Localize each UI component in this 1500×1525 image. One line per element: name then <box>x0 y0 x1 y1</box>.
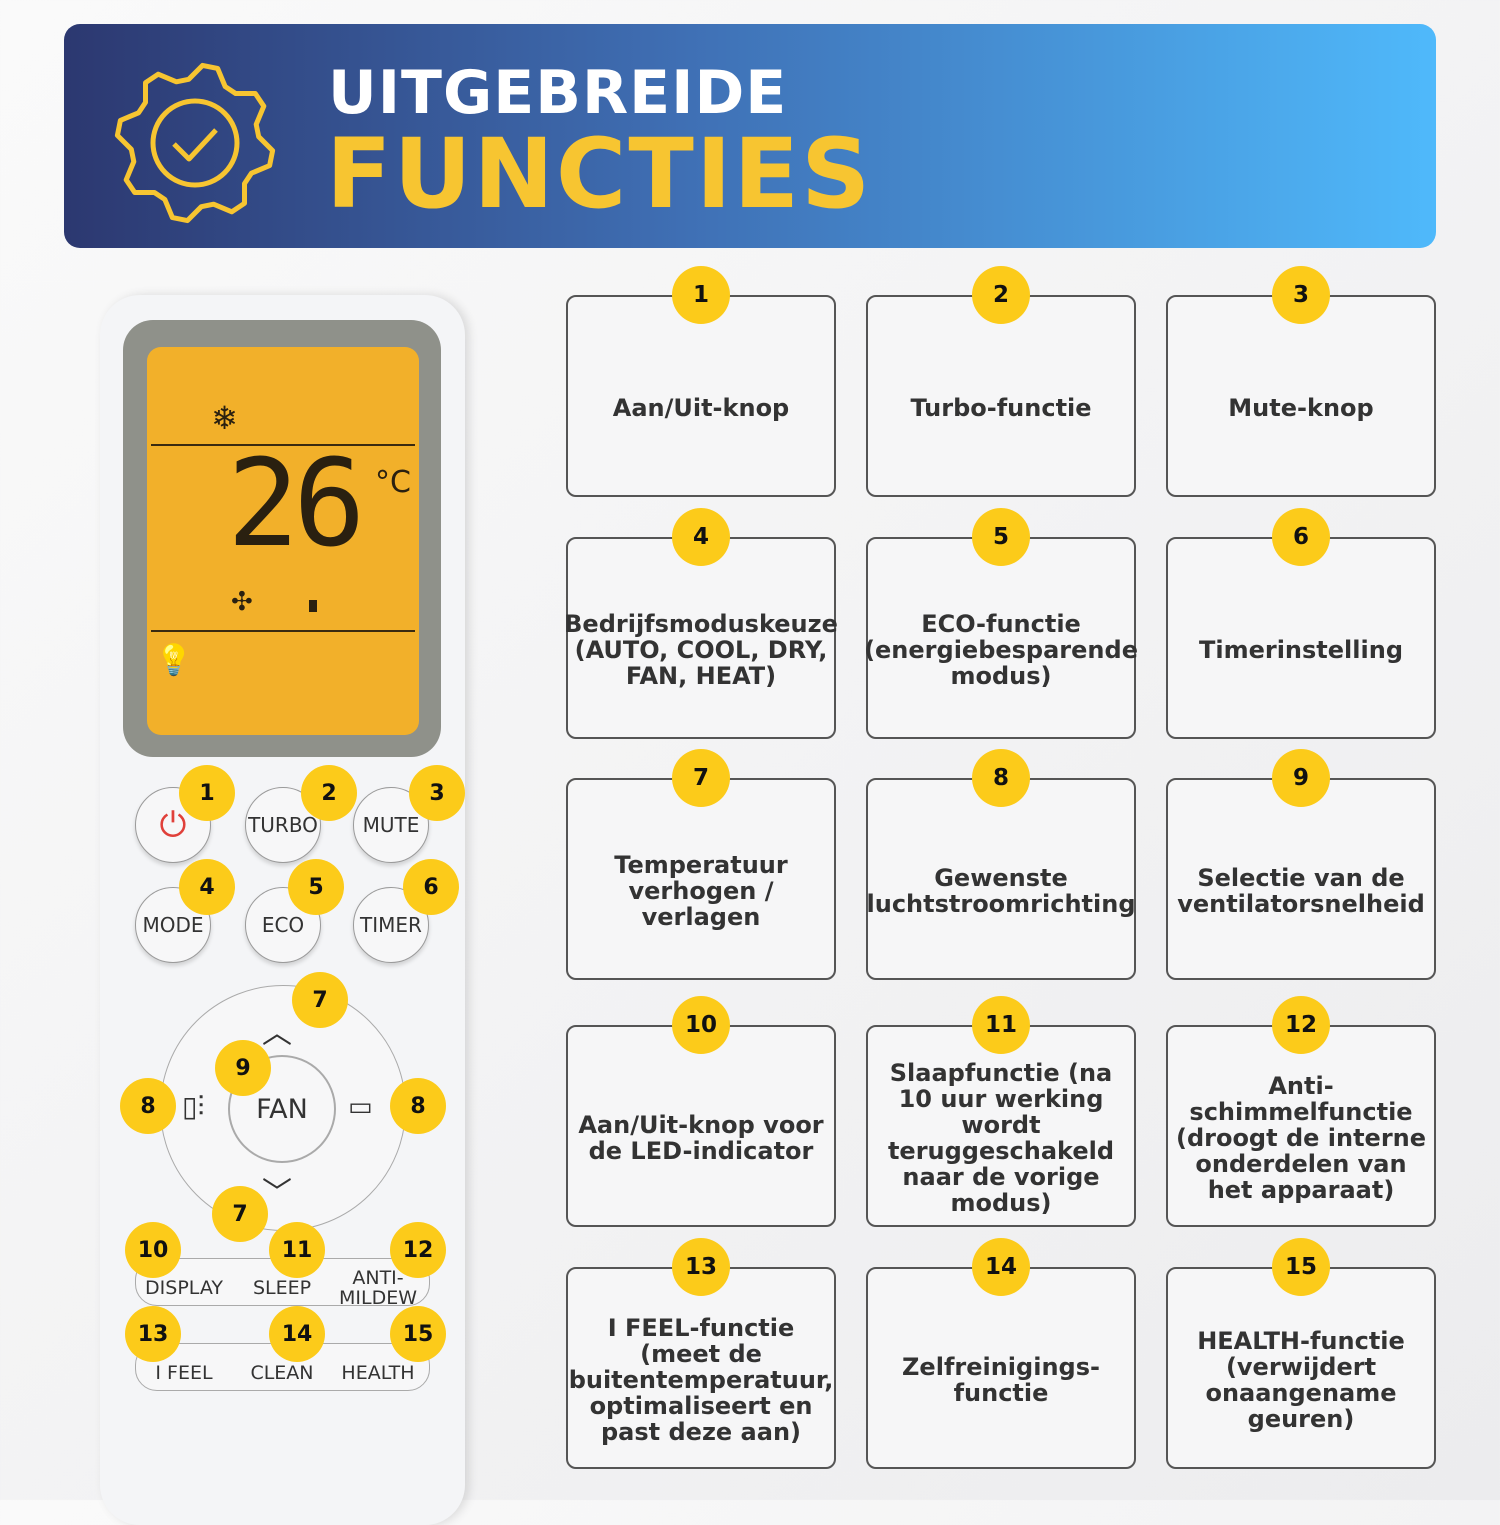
swing-horizontal-icon[interactable]: ▭ <box>348 1092 373 1122</box>
feature-label: Anti-schimmelfunctie (droogt de interne … <box>1175 1072 1427 1204</box>
feature-card: Anti-schimmelfunctie (droogt de interne … <box>1166 1025 1436 1227</box>
feature-label: Slaapfunctie (na 10 uur werking wordt te… <box>887 1059 1115 1217</box>
feature-card: Selectie van de ventilatorsnelheid <box>1166 778 1436 980</box>
fan-speed-bar <box>309 600 317 612</box>
lcd-divider <box>151 444 415 446</box>
feature-label: Mute-knop <box>1228 394 1374 422</box>
swing-vertical-icon[interactable]: ▯⫶ <box>182 1090 205 1123</box>
remote-number-badge: 11 <box>269 1222 325 1278</box>
power-icon: ⏻ <box>159 805 187 845</box>
feature-number-badge: 13 <box>672 1238 730 1296</box>
remote-number-badge: 6 <box>403 859 459 915</box>
feature-card: Timerinstelling <box>1166 537 1436 739</box>
lcd-divider <box>151 630 415 632</box>
temperature-readout: 26 <box>227 435 365 574</box>
feature-number-badge: 7 <box>672 749 730 807</box>
remote-number-badge: 3 <box>409 765 465 821</box>
title-line-1: UITGEBREIDE <box>328 58 788 128</box>
temp-down-button[interactable]: ﹀ <box>262 1176 292 1211</box>
feature-number-badge: 5 <box>972 508 1030 566</box>
feature-card: Turbo-functie <box>866 295 1136 497</box>
mute-button[interactable]: MUTE <box>353 787 429 863</box>
remote-number-badge: 1 <box>179 765 235 821</box>
feature-card: Bedrijfsmoduskeuze (AUTO, COOL, DRY, FAN… <box>564 537 838 739</box>
remote-number-badge: 4 <box>179 859 235 915</box>
feature-label: Timerinstelling <box>1198 636 1403 664</box>
feature-card: Mute-knop <box>1166 295 1436 497</box>
remote-number-badge: 15 <box>390 1306 446 1362</box>
feature-label: HEALTH-functie (verwijdert onaangename g… <box>1197 1327 1405 1433</box>
feature-card: Slaapfunctie (na 10 uur werking wordt te… <box>866 1025 1136 1227</box>
feature-number-badge: 15 <box>1272 1238 1330 1296</box>
remote-number-badge: 12 <box>390 1222 446 1278</box>
temp-up-button[interactable]: ︿ <box>262 1016 292 1051</box>
remote-number-badge: 5 <box>288 859 344 915</box>
remote-number-badge: 7 <box>212 1186 268 1242</box>
feature-number-badge: 4 <box>672 508 730 566</box>
remote-number-badge: 2 <box>301 765 357 821</box>
feature-label: Bedrijfsmoduskeuze (AUTO, COOL, DRY, FAN… <box>564 610 838 690</box>
feature-label: Temperatuur verhogen / verlagen <box>614 851 788 931</box>
feature-card: I FEEL-functie (meet de buitentemperatuu… <box>566 1267 836 1469</box>
feature-label: Zelfreinigings-functie <box>902 1353 1100 1407</box>
feature-number-badge: 11 <box>972 996 1030 1054</box>
feature-card: HEALTH-functie (verwijdert onaangename g… <box>1166 1267 1436 1469</box>
clean-button[interactable]: CLEAN <box>250 1362 314 1384</box>
feature-label: Aan/Uit-knop <box>612 394 790 422</box>
remote-number-badge: 8 <box>390 1078 446 1134</box>
feature-label: ECO-functie (energiebesparende modus) <box>864 610 1138 690</box>
feature-number-badge: 1 <box>672 266 730 324</box>
remote-number-badge: 7 <box>292 972 348 1028</box>
fan-icon: ✣ <box>231 587 253 617</box>
feature-label: Selectie van de ventilatorsnelheid <box>1177 864 1425 918</box>
lcd-display: ❄ 26 °C ✣ 💡 <box>147 347 419 735</box>
feature-card: Aan/Uit-knop voor de LED-indicator <box>566 1025 836 1227</box>
feature-number-badge: 3 <box>1272 266 1330 324</box>
feature-card: Temperatuur verhogen / verlagen <box>566 778 836 980</box>
health-button[interactable]: HEALTH <box>341 1362 415 1384</box>
unit-label: °C <box>375 465 411 500</box>
feature-card: Aan/Uit-knop <box>566 295 836 497</box>
gear-check-icon <box>114 62 276 224</box>
feature-number-badge: 6 <box>1272 508 1330 566</box>
feature-number-badge: 8 <box>972 749 1030 807</box>
bulb-icon: 💡 <box>155 643 193 678</box>
remote-number-badge: 10 <box>125 1222 181 1278</box>
remote-number-badge: 9 <box>215 1040 271 1096</box>
fan-button[interactable]: FAN <box>228 1055 336 1163</box>
feature-number-badge: 12 <box>1272 996 1330 1054</box>
feature-label: I FEEL-functie (meet de buitentemperatuu… <box>568 1314 834 1446</box>
sleep-button[interactable]: SLEEP <box>252 1277 312 1299</box>
feature-label: Turbo-functie <box>910 394 1092 422</box>
feature-label: Aan/Uit-knop voor de LED-indicator <box>578 1111 824 1165</box>
ifeel-button[interactable]: I FEEL <box>155 1362 213 1384</box>
remote-number-badge: 13 <box>125 1306 181 1362</box>
title-line-2: FUNCTIES <box>326 118 873 230</box>
feature-number-badge: 2 <box>972 266 1030 324</box>
feature-card: Zelfreinigings-functie <box>866 1267 1136 1469</box>
feature-card: Gewenste luchtstroomrichting <box>866 778 1136 980</box>
feature-number-badge: 9 <box>1272 749 1330 807</box>
header-banner <box>64 24 1436 248</box>
feature-number-badge: 10 <box>672 996 730 1054</box>
display-button[interactable]: DISPLAY <box>145 1277 223 1299</box>
remote-number-badge: 8 <box>120 1078 176 1134</box>
remote-number-badge: 14 <box>269 1306 325 1362</box>
feature-card: ECO-functie (energiebesparende modus) <box>864 537 1138 739</box>
feature-number-badge: 14 <box>972 1238 1030 1296</box>
anti-mildew-button[interactable]: ANTI- MILDEW <box>338 1267 417 1309</box>
snowflake-icon: ❄ <box>211 399 238 437</box>
feature-label: Gewenste luchtstroomrichting <box>866 864 1136 918</box>
